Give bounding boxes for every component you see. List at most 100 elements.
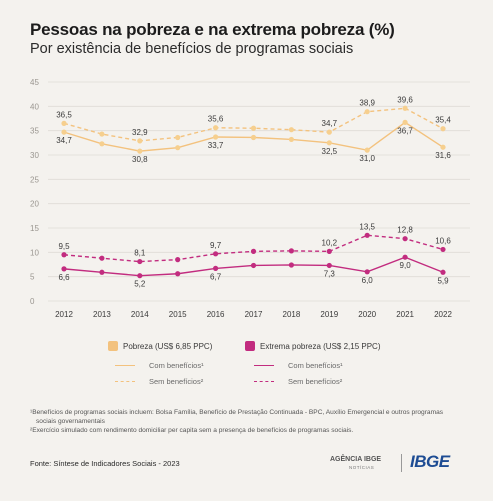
data-label: 6,6 [58, 273, 70, 282]
data-point [61, 252, 67, 258]
data-point [99, 255, 105, 261]
data-point [250, 134, 257, 141]
data-label: 10,6 [435, 236, 451, 245]
data-point [326, 262, 332, 269]
data-point [402, 119, 408, 125]
data-label: 5,9 [437, 276, 449, 285]
legend-line-pobreza-sem [115, 381, 135, 382]
data-label: 6,7 [210, 272, 222, 281]
data-point [364, 232, 370, 238]
data-point [175, 134, 181, 141]
data-label: 10,2 [322, 238, 338, 247]
y-tick-label: 40 [30, 102, 39, 111]
x-tick-label: 2018 [283, 310, 301, 319]
data-point [99, 141, 105, 147]
ibge-logo: IBGE [410, 452, 450, 471]
data-point [364, 269, 370, 275]
legend-line-extrema-com [254, 365, 274, 366]
data-point [440, 126, 446, 132]
data-label: 32,9 [132, 128, 148, 137]
legend-label-extrema-com: Com benefícios¹ [288, 361, 343, 370]
data-label: 34,7 [322, 119, 338, 128]
legend-label-extrema-sem: Sem benefícios² [288, 377, 343, 386]
data-label: 34,7 [56, 136, 72, 145]
x-tick-label: 2020 [358, 310, 376, 319]
data-point [99, 269, 105, 275]
legend-swatch-extrema [245, 341, 255, 351]
data-point [175, 145, 181, 151]
x-tick-label: 2014 [131, 310, 149, 319]
data-point [250, 248, 257, 254]
data-point [213, 125, 219, 131]
data-label: 36,7 [397, 126, 413, 135]
data-label: 36,5 [56, 110, 72, 119]
legend-swatch-pobreza [108, 341, 118, 351]
data-point [288, 248, 294, 254]
y-tick-label: 35 [30, 127, 39, 136]
data-label: 33,7 [208, 141, 224, 150]
legend-label-extrema: Extrema pobreza (US$ 2,15 PPC) [260, 342, 381, 351]
y-tick-label: 5 [30, 273, 35, 282]
data-point [175, 271, 181, 277]
data-point [137, 273, 143, 279]
footnotes: ¹Benefícios de programas sociais incluem… [30, 408, 470, 435]
data-point [402, 254, 408, 260]
data-point [364, 147, 370, 153]
data-label: 13,5 [359, 222, 375, 231]
y-tick-label: 20 [30, 200, 39, 209]
footnote-1-continued: sociais governamentais [36, 418, 105, 425]
data-point [326, 248, 332, 254]
y-tick-label: 25 [30, 175, 39, 184]
data-point [61, 120, 67, 126]
data-label: 5,2 [134, 280, 146, 289]
data-point [440, 246, 446, 253]
data-label: 6,0 [362, 276, 374, 285]
chart-title: Pessoas na pobreza e na extrema pobreza … [30, 20, 395, 39]
data-point [137, 258, 143, 265]
data-point [99, 131, 105, 137]
data-label: 31,0 [359, 154, 375, 163]
data-point [250, 262, 257, 269]
line-chart: 0 5 10 15 20 25 30 35 40 45 2012 2013 2014 2015 2016 20… [30, 78, 470, 319]
data-point [213, 251, 219, 257]
data-label: 35,6 [208, 115, 224, 124]
legend-line-pobreza-com [115, 365, 135, 366]
footnote-2: ²Exercício simulado com rendimento domic… [30, 427, 354, 434]
data-label: 9,5 [58, 242, 70, 251]
x-tick-label: 2019 [320, 310, 338, 319]
data-label: 9,7 [210, 241, 222, 250]
data-point [440, 144, 446, 150]
data-point [326, 129, 332, 135]
x-tick-label: 2015 [169, 310, 187, 319]
source-text: Fonte: Síntese de Indicadores Sociais - … [30, 459, 180, 468]
y-tick-label: 0 [30, 297, 35, 306]
x-tick-label: 2016 [207, 310, 225, 319]
data-label: 32,5 [322, 147, 338, 156]
data-point [288, 262, 294, 268]
legend-line-extrema-sem [254, 381, 274, 382]
agencia-ibge-logo: AGÊNCIA IBGE [330, 456, 382, 463]
data-label: 30,8 [132, 155, 148, 164]
data-point [137, 138, 143, 144]
data-point [326, 140, 332, 146]
data-label: 9,0 [400, 261, 412, 270]
data-point [440, 269, 446, 275]
data-point [364, 109, 370, 115]
x-tick-label: 2012 [55, 310, 73, 319]
y-tick-label: 45 [30, 78, 39, 87]
x-tick-label: 2022 [434, 310, 452, 319]
data-point [402, 105, 408, 111]
data-label: 12,8 [397, 226, 413, 235]
series-line-2 [63, 234, 444, 263]
legend-label-pobreza: Pobreza (US$ 6,85 PPC) [123, 342, 213, 351]
data-label: 8,1 [134, 249, 146, 258]
data-point [175, 257, 181, 263]
chart-subtitle: Por existência de benefícios de programa… [30, 41, 354, 57]
data-point [250, 125, 257, 131]
data-point [288, 136, 294, 143]
data-point [402, 236, 408, 242]
y-tick-label: 15 [30, 224, 39, 233]
footnote-1: ¹Benefícios de programas sociais incluem… [30, 409, 444, 416]
data-label: 39,6 [397, 95, 413, 104]
logo-divider [401, 454, 402, 472]
